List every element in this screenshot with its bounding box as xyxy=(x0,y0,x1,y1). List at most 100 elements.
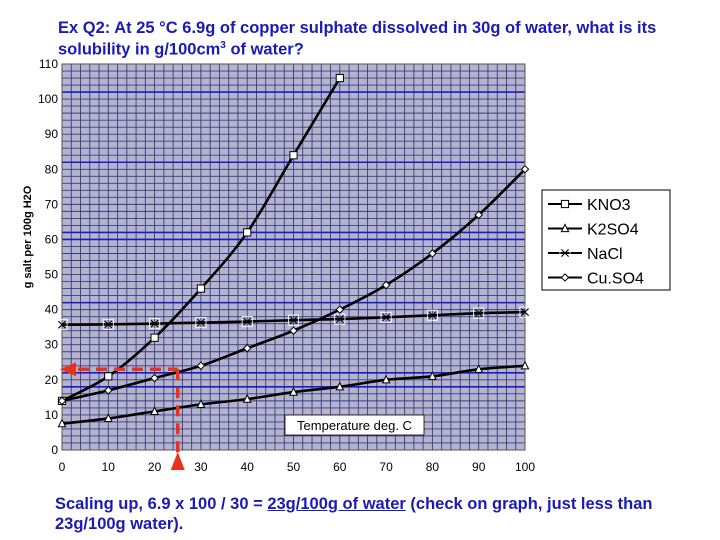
x-tick-label: 60 xyxy=(333,460,347,474)
data-point-nacl xyxy=(380,311,392,323)
data-point-cu-so4 xyxy=(196,361,206,371)
marker-stroke xyxy=(104,320,113,329)
y-tick-label: 50 xyxy=(45,268,59,282)
data-point-nacl xyxy=(287,314,299,326)
marker-halo xyxy=(426,309,438,321)
question-superscript: 3 xyxy=(220,40,226,51)
data-point-kno3 xyxy=(243,228,252,237)
legend-label-nacl: NaCl xyxy=(587,246,623,263)
data-point-k2so4 xyxy=(427,371,437,380)
marker-stroke xyxy=(382,313,391,322)
y-tick-label: 70 xyxy=(45,197,59,211)
data-point-nacl xyxy=(149,318,161,330)
marker-halo xyxy=(380,311,392,323)
data-point-cu-so4 xyxy=(289,326,298,335)
marker-stroke xyxy=(243,317,252,326)
x-tick-label: 40 xyxy=(241,460,255,474)
data-point-nacl xyxy=(334,313,346,325)
data-point-k2so4 xyxy=(474,364,484,373)
data-point-k2so4 xyxy=(57,418,67,428)
answer-text: Scaling up, 6.9 x 100 / 30 = 23g/100g of… xyxy=(55,494,720,534)
data-point-cu-so4 xyxy=(381,280,391,290)
question-text: Ex Q2: At 25 °C 6.9g of copper sulphate … xyxy=(58,19,708,59)
legend-marker-k2so4 xyxy=(560,223,570,233)
marker-stroke xyxy=(335,315,344,324)
data-point-cu-so4 xyxy=(474,210,484,220)
annotation-arrow-left xyxy=(60,362,76,377)
data-point-nacl xyxy=(473,307,485,319)
temperature-label: Temperature deg. C xyxy=(297,418,412,433)
x-tick-label: 70 xyxy=(379,460,393,474)
data-point-k2so4 xyxy=(520,360,530,370)
data-point-cu-so4 xyxy=(335,305,345,314)
y-tick-label: 90 xyxy=(45,127,59,141)
data-point-k2so4 xyxy=(150,406,160,415)
data-point-k2so4 xyxy=(103,413,113,423)
marker-stroke xyxy=(521,308,529,317)
data-point-k2so4 xyxy=(289,386,298,396)
marker-halo xyxy=(102,318,114,330)
marker-halo xyxy=(195,317,207,329)
y-tick-label: 110 xyxy=(39,57,58,71)
marker-halo xyxy=(519,306,531,318)
y-tick-label: 10 xyxy=(45,408,59,422)
data-point-kno3 xyxy=(335,73,344,83)
data-point-k2so4 xyxy=(335,381,345,391)
data-point-kno3 xyxy=(104,372,113,381)
marker-halo xyxy=(56,319,68,331)
x-tick-label: 0 xyxy=(59,460,66,474)
marker-stroke xyxy=(428,311,437,320)
x-tick-label: 80 xyxy=(426,460,440,474)
data-point-cu-so4 xyxy=(242,343,252,353)
data-point-nacl xyxy=(102,318,114,330)
data-point-k2so4 xyxy=(242,393,252,403)
data-point-nacl xyxy=(56,319,68,331)
marker-stroke xyxy=(474,309,483,318)
data-point-cu-so4 xyxy=(428,249,437,258)
data-point-kno3 xyxy=(196,284,206,293)
question-tail: of water? xyxy=(225,40,304,59)
data-point-nacl xyxy=(195,317,207,329)
x-tick-label: 30 xyxy=(194,460,208,474)
temperature-label-box xyxy=(284,414,425,436)
y-tick-label: 100 xyxy=(38,92,58,106)
data-point-k2so4 xyxy=(381,374,391,384)
data-point-cu-so4 xyxy=(103,386,113,395)
answer-prefix: Scaling up, 6.9 x 100 / 30 = xyxy=(55,495,268,513)
marker-stroke xyxy=(58,320,66,329)
data-point-cu-so4 xyxy=(150,373,159,383)
x-tick-label: 90 xyxy=(472,460,486,474)
marker-stroke xyxy=(289,316,298,325)
y-tick-label: 20 xyxy=(45,373,59,387)
annotation-arrow-up xyxy=(170,452,185,470)
legend-marker-kno3 xyxy=(560,199,570,209)
marker-halo xyxy=(287,314,299,326)
legend-label-cu-so4: Cu.SO4 xyxy=(587,271,644,288)
marker-halo xyxy=(149,318,161,330)
y-tick-label: 0 xyxy=(51,443,58,457)
data-point-nacl xyxy=(241,316,253,328)
marker-halo xyxy=(334,313,346,325)
data-point-nacl xyxy=(426,309,438,321)
legend-label-kno3: KNO3 xyxy=(587,197,631,214)
marker-halo xyxy=(473,307,485,319)
marker-stroke xyxy=(150,319,159,328)
x-tick-label: 10 xyxy=(102,460,116,474)
legend-marker-nacl xyxy=(559,247,571,259)
y-tick-label: 80 xyxy=(45,162,59,176)
question-main: Ex Q2: At 25 °C 6.9g of copper sulphate … xyxy=(58,19,657,59)
data-point-kno3 xyxy=(150,333,159,342)
marker-halo xyxy=(241,316,253,328)
x-tick-label: 50 xyxy=(287,460,301,474)
x-tick-label: 100 xyxy=(515,460,535,474)
answer-underlined: 23g/100g of water xyxy=(267,495,406,513)
data-point-nacl xyxy=(519,306,531,318)
y-tick-label: 30 xyxy=(45,338,59,352)
plot-border xyxy=(61,63,526,451)
y-tick-label: 40 xyxy=(45,303,59,317)
data-point-cu-so4 xyxy=(520,164,530,174)
marker-halo xyxy=(559,247,571,259)
data-point-k2so4 xyxy=(196,399,206,408)
legend-marker-cu-so4 xyxy=(560,273,570,282)
